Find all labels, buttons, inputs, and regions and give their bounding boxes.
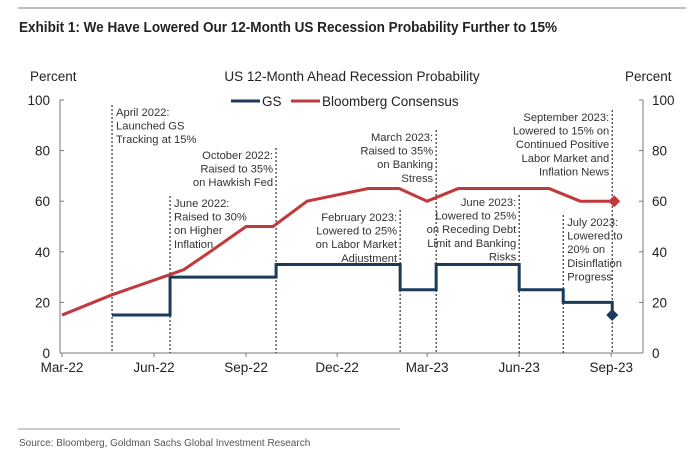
annotation-text: Risks — [489, 251, 517, 263]
series-line-gs — [112, 262, 614, 317]
x-tick-label: Jun-23 — [499, 360, 540, 375]
annotation-text: Limit and Banking — [427, 238, 516, 250]
annotation-text: Tracking at 15% — [116, 134, 196, 146]
series-line-bloomberg — [61, 187, 615, 317]
annotation-text: Continued Positive — [516, 139, 609, 151]
left-y-tick-label: 60 — [35, 194, 50, 209]
right-y-tick-label: 20 — [652, 295, 667, 310]
right-y-tick-label: 100 — [652, 93, 675, 108]
annotation-text: Launched GS — [116, 121, 184, 133]
end-marker-gs — [606, 309, 619, 322]
annotation-text: Adjustment — [341, 253, 398, 265]
chart-title: US 12-Month Ahead Recession Probability — [224, 69, 479, 84]
legend: GS Bloomberg Consensus — [231, 94, 459, 109]
annotation-text: March 2023: — [371, 132, 433, 144]
annotation-text: Lowered to 25% — [316, 226, 397, 238]
annotation-text: on Hawkish Fed — [193, 177, 273, 189]
annotation-text: Inflation News — [539, 166, 610, 178]
annotation-text: 20% on — [567, 244, 605, 256]
annotation-text: June 2022: — [174, 198, 229, 210]
annotation-text: Stress — [401, 173, 433, 185]
annotation-text: Lowered to 25% — [435, 211, 516, 223]
x-tick-label: Sep-22 — [224, 360, 268, 375]
annotation-text: Raised to 35% — [360, 146, 433, 158]
annotation-text: on Labor Market — [316, 239, 398, 251]
annotation-text: September 2023: — [523, 112, 609, 124]
right-y-tick-label: 0 — [652, 346, 660, 361]
legend-label-gs: GS — [262, 94, 282, 109]
x-tick-label: Mar-23 — [406, 360, 449, 375]
annotation-text: February 2023: — [321, 212, 397, 224]
annotation-text: Progress — [567, 271, 612, 283]
right-y-tick-label: 80 — [652, 144, 667, 159]
axes: 0 0 20 20 40 40 60 60 80 80 100 100 Mar-22 Jun-22 Sep-… — [27, 93, 674, 375]
annotation-text: June 2023: — [461, 197, 516, 209]
annotation-text: Inflation — [174, 239, 213, 251]
right-axis-label: Percent — [625, 69, 672, 84]
source-note: Source: Bloomberg, Goldman Sachs Global … — [19, 438, 310, 449]
x-tick-label: Jun-22 — [133, 360, 174, 375]
annotation-text: Labor Market and — [522, 153, 610, 165]
annotation-text: on Receding Debt — [427, 224, 517, 236]
annotation-text: Raised to 30% — [174, 212, 247, 224]
x-tick-label: Dec-22 — [315, 360, 359, 375]
left-y-tick-label: 100 — [27, 93, 50, 108]
annotation-text: on Banking — [377, 159, 433, 171]
annotation-text: Lowered to 15% on — [513, 126, 609, 138]
end-marker-bloomberg — [608, 195, 621, 208]
x-tick-label: Sep-23 — [589, 360, 633, 375]
annotation-text: October 2022: — [202, 150, 273, 162]
left-y-tick-label: 40 — [35, 245, 50, 260]
annotation-text: July 2023: — [567, 217, 618, 229]
left-y-tick-label: 80 — [35, 144, 50, 159]
annotation-text: Raised to 35% — [200, 164, 273, 176]
right-y-tick-label: 40 — [652, 245, 667, 260]
x-tick-label: Mar-22 — [41, 360, 84, 375]
left-y-tick-label: 20 — [35, 295, 50, 310]
annotation-text: on Higher — [174, 225, 223, 237]
series — [61, 187, 621, 322]
legend-label-bloomberg: Bloomberg Consensus — [322, 94, 459, 109]
annotation-text: Disinflation — [567, 258, 622, 270]
left-axis-label: Percent — [30, 69, 77, 84]
annotation-text: Lowered to — [567, 231, 622, 243]
left-y-tick-label: 0 — [42, 346, 50, 361]
annotation-text: April 2022: — [116, 107, 170, 119]
exhibit-title: Exhibit 1: We Have Lowered Our 12-Month … — [19, 20, 557, 36]
right-y-tick-label: 60 — [652, 194, 667, 209]
